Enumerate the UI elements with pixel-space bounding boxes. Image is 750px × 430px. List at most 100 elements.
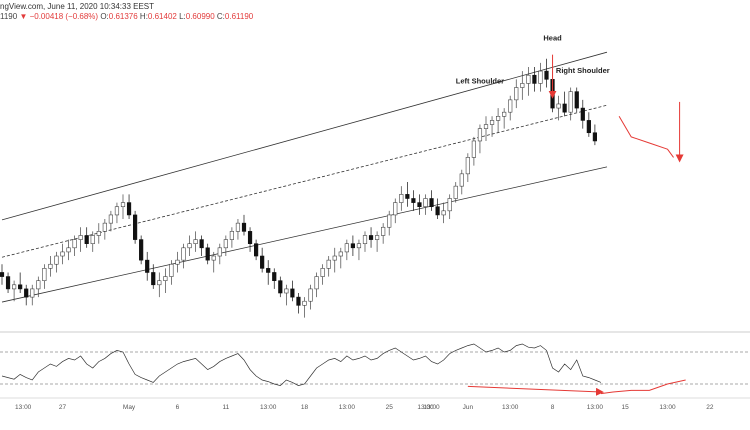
candle-body [580, 107, 585, 121]
time-tick-label: 13:00 [502, 404, 519, 411]
time-tick-label: 22 [706, 404, 714, 411]
candle-body [338, 251, 343, 257]
candle-body [393, 202, 398, 216]
candle-body [465, 157, 470, 175]
candle-body [532, 74, 537, 84]
candle-body [54, 255, 59, 265]
candle-body [586, 120, 591, 134]
candle-body [48, 263, 53, 269]
time-tick-label: 13:00 [15, 404, 32, 411]
candle-body [0, 272, 5, 277]
candle-body [344, 243, 349, 253]
candle-body [266, 268, 271, 273]
candle-body [568, 91, 573, 113]
header-source: ngView.com, June 11, 2020 10:34:33 EEST [0, 1, 154, 13]
candle-body [453, 185, 458, 199]
time-tick-label: 25 [386, 404, 394, 411]
candle-body [399, 194, 404, 203]
candle-body [429, 198, 434, 208]
header-o-value: 0.61376 [108, 12, 138, 21]
header-c-value: 0.61190 [224, 12, 254, 21]
pattern-annotations: Head Left Shoulder Right Shoulder [456, 33, 610, 85]
time-tick-label: 13:00 [260, 404, 277, 411]
candle-body [592, 132, 597, 142]
time-tick-label: 27 [59, 404, 67, 411]
candle-body [108, 214, 113, 224]
candle-body [102, 222, 107, 232]
candle-body [381, 226, 386, 236]
candle-body [114, 206, 120, 216]
candle-body [260, 255, 265, 269]
candle-body [574, 91, 579, 109]
candle-body [308, 288, 313, 302]
candle-body [538, 70, 543, 84]
time-tick-label: 8 [551, 404, 555, 411]
header-l-label: L: [179, 12, 186, 21]
candle-body [502, 111, 507, 117]
candle-body [471, 140, 477, 158]
time-tick-label: 13:00 [417, 404, 434, 411]
candle-body [290, 288, 295, 298]
rsi-line [1, 343, 602, 386]
candle-body [374, 235, 380, 240]
candle-body [84, 235, 89, 244]
candle-body [441, 210, 446, 216]
candle-body [96, 231, 101, 236]
candle-body [30, 288, 35, 298]
rsi-divergence-arrow [467, 385, 604, 396]
projection-marks [548, 54, 684, 163]
header-ohlc: 1190 ▼ −0.00418 (−0.68%) O:0.61376 H:0.6… [0, 11, 253, 23]
candle-body [217, 247, 222, 257]
candle-body [126, 202, 132, 216]
candle-body [520, 83, 525, 88]
channel-lines [1, 51, 608, 303]
time-tick-label: 6 [176, 404, 180, 411]
candle-body [151, 272, 156, 286]
candle-body [199, 239, 204, 249]
candle-body [495, 116, 501, 121]
candle-body [72, 239, 77, 249]
channel-middle-line [1, 104, 608, 258]
candle-body [356, 243, 362, 249]
time-tick-label: 13:00 [339, 404, 356, 411]
candle-body [90, 235, 95, 244]
time-tick-label: Jun [463, 404, 474, 411]
rsi-pane [0, 343, 750, 396]
candle-body [60, 251, 65, 257]
candle-body [247, 231, 253, 244]
annotation-label: Left Shoulder [456, 76, 504, 85]
time-tick-label: 13:00 [587, 404, 604, 411]
time-tick-label: 18 [301, 404, 309, 411]
candle-body [193, 239, 198, 244]
header-change: ▼ −0.00418 (−0.68%) [19, 12, 99, 21]
candle-body [544, 70, 549, 80]
header-c-label: C: [216, 12, 225, 21]
header-source-text: ngView.com, June 11, 2020 10:34:33 EEST [0, 2, 155, 11]
candle-body [423, 198, 428, 208]
time-tick-label: 11 [222, 404, 229, 411]
candle-body [350, 243, 356, 249]
header-o-label: O: [100, 12, 109, 21]
projection-curve [618, 116, 674, 158]
header-h-value: 0.61402 [147, 12, 177, 21]
candle-body [211, 255, 216, 261]
time-tick-label: 15 [622, 404, 630, 411]
candle-body [42, 268, 47, 281]
candle-body [12, 284, 17, 290]
candle-body [223, 239, 228, 249]
candle-body [284, 288, 289, 294]
candle-body [320, 268, 325, 277]
candle-body [36, 280, 41, 290]
candle-body [417, 202, 422, 208]
candle-body [18, 284, 23, 290]
candle-body [163, 276, 168, 281]
candle-body [447, 198, 452, 212]
candle-body [169, 263, 174, 277]
candle-body [477, 128, 483, 142]
candle-body [175, 259, 180, 265]
candle-body [332, 255, 337, 261]
candle-body [435, 206, 440, 216]
header-price: 1190 [0, 12, 18, 21]
candle-body [133, 214, 138, 240]
